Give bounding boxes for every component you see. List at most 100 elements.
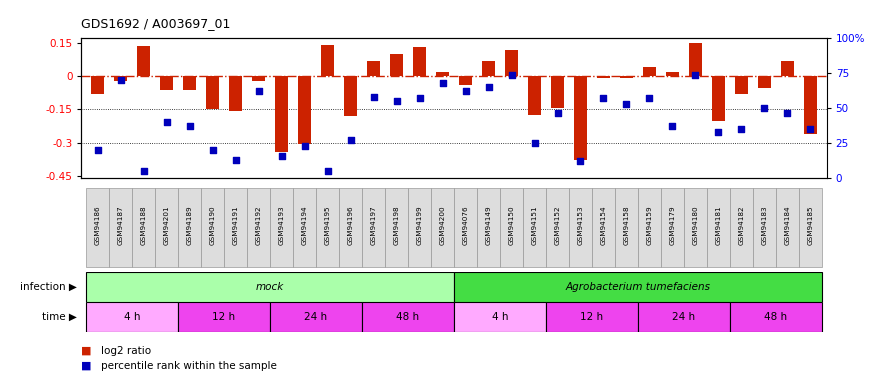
Bar [298, 76, 311, 144]
Bar [316, 188, 339, 267]
Bar [86, 188, 109, 267]
Point [228, 157, 242, 163]
Bar [390, 54, 403, 76]
Bar [109, 188, 132, 267]
Text: 48 h: 48 h [396, 312, 419, 322]
Text: GSM94189: GSM94189 [187, 205, 193, 245]
Text: GSM94184: GSM94184 [784, 205, 790, 245]
Bar [86, 302, 178, 332]
Text: 12 h: 12 h [212, 312, 235, 322]
Bar [229, 76, 242, 111]
Bar [551, 76, 564, 108]
Bar [661, 188, 684, 267]
Point [643, 95, 657, 101]
Bar [546, 188, 569, 267]
Point [159, 119, 173, 125]
Bar [799, 188, 822, 267]
Text: 24 h: 24 h [673, 312, 696, 322]
Point [343, 137, 358, 143]
Bar [592, 188, 615, 267]
Text: 4 h: 4 h [124, 312, 140, 322]
Bar [155, 188, 178, 267]
Text: 12 h: 12 h [581, 312, 604, 322]
Text: GSM94190: GSM94190 [210, 205, 216, 245]
Bar [776, 188, 799, 267]
Text: GSM94150: GSM94150 [509, 205, 514, 245]
Point [320, 168, 335, 174]
Text: 24 h: 24 h [304, 312, 327, 322]
Bar [160, 76, 173, 90]
Bar [344, 76, 357, 116]
Text: time ▶: time ▶ [42, 312, 77, 322]
Bar [413, 48, 426, 76]
Point [712, 129, 726, 135]
Bar [224, 188, 247, 267]
Bar [569, 188, 592, 267]
Bar [362, 188, 385, 267]
Text: 48 h: 48 h [765, 312, 788, 322]
Bar [500, 188, 523, 267]
Bar [753, 188, 776, 267]
Bar [523, 188, 546, 267]
Bar [339, 188, 362, 267]
Bar [114, 76, 127, 81]
Point [504, 72, 519, 78]
Bar [270, 188, 293, 267]
Text: GSM94186: GSM94186 [95, 205, 101, 245]
Text: log2 ratio: log2 ratio [101, 346, 151, 355]
Text: GSM94187: GSM94187 [118, 205, 124, 245]
Bar [454, 188, 477, 267]
Point [735, 126, 749, 132]
Text: GSM94158: GSM94158 [624, 205, 629, 245]
Bar [574, 76, 587, 160]
Bar [367, 61, 380, 76]
Bar [546, 302, 638, 332]
Bar [91, 76, 104, 94]
Bar [132, 188, 155, 267]
Text: GSM94180: GSM94180 [692, 205, 698, 245]
Text: ■: ■ [81, 361, 92, 370]
Point [596, 95, 611, 101]
Text: GSM94152: GSM94152 [555, 205, 560, 245]
Bar [712, 76, 725, 120]
Point [435, 80, 450, 86]
Point [620, 100, 634, 106]
Bar [528, 76, 541, 115]
Point [113, 77, 127, 83]
Bar [638, 188, 661, 267]
Text: GSM94193: GSM94193 [279, 205, 284, 245]
Bar [86, 272, 454, 302]
Bar [684, 188, 707, 267]
Text: GSM94154: GSM94154 [601, 205, 606, 245]
Bar [643, 68, 656, 76]
Text: GSM94195: GSM94195 [325, 205, 330, 245]
Bar [666, 72, 679, 76]
Bar [758, 76, 771, 88]
Text: GSM94153: GSM94153 [578, 205, 583, 245]
Text: GSM94192: GSM94192 [256, 205, 261, 245]
Bar [431, 188, 454, 267]
Bar [178, 302, 270, 332]
Bar [362, 302, 454, 332]
Bar [137, 46, 150, 76]
Point [550, 110, 565, 116]
Bar [781, 61, 794, 76]
Text: GSM94181: GSM94181 [715, 205, 721, 245]
Bar [408, 188, 431, 267]
Text: GSM94199: GSM94199 [417, 205, 422, 245]
Point [182, 123, 196, 129]
Bar [615, 188, 638, 267]
Bar [436, 72, 449, 76]
Point [136, 168, 150, 174]
Bar [247, 188, 270, 267]
Bar [597, 76, 610, 78]
Text: GSM94151: GSM94151 [532, 205, 537, 245]
Bar [689, 43, 702, 76]
Point [297, 143, 312, 149]
Point [573, 158, 588, 164]
Point [758, 105, 772, 111]
Point [366, 94, 381, 100]
Text: GDS1692 / A003697_01: GDS1692 / A003697_01 [81, 17, 231, 30]
Bar [270, 302, 362, 332]
Bar [735, 76, 748, 94]
